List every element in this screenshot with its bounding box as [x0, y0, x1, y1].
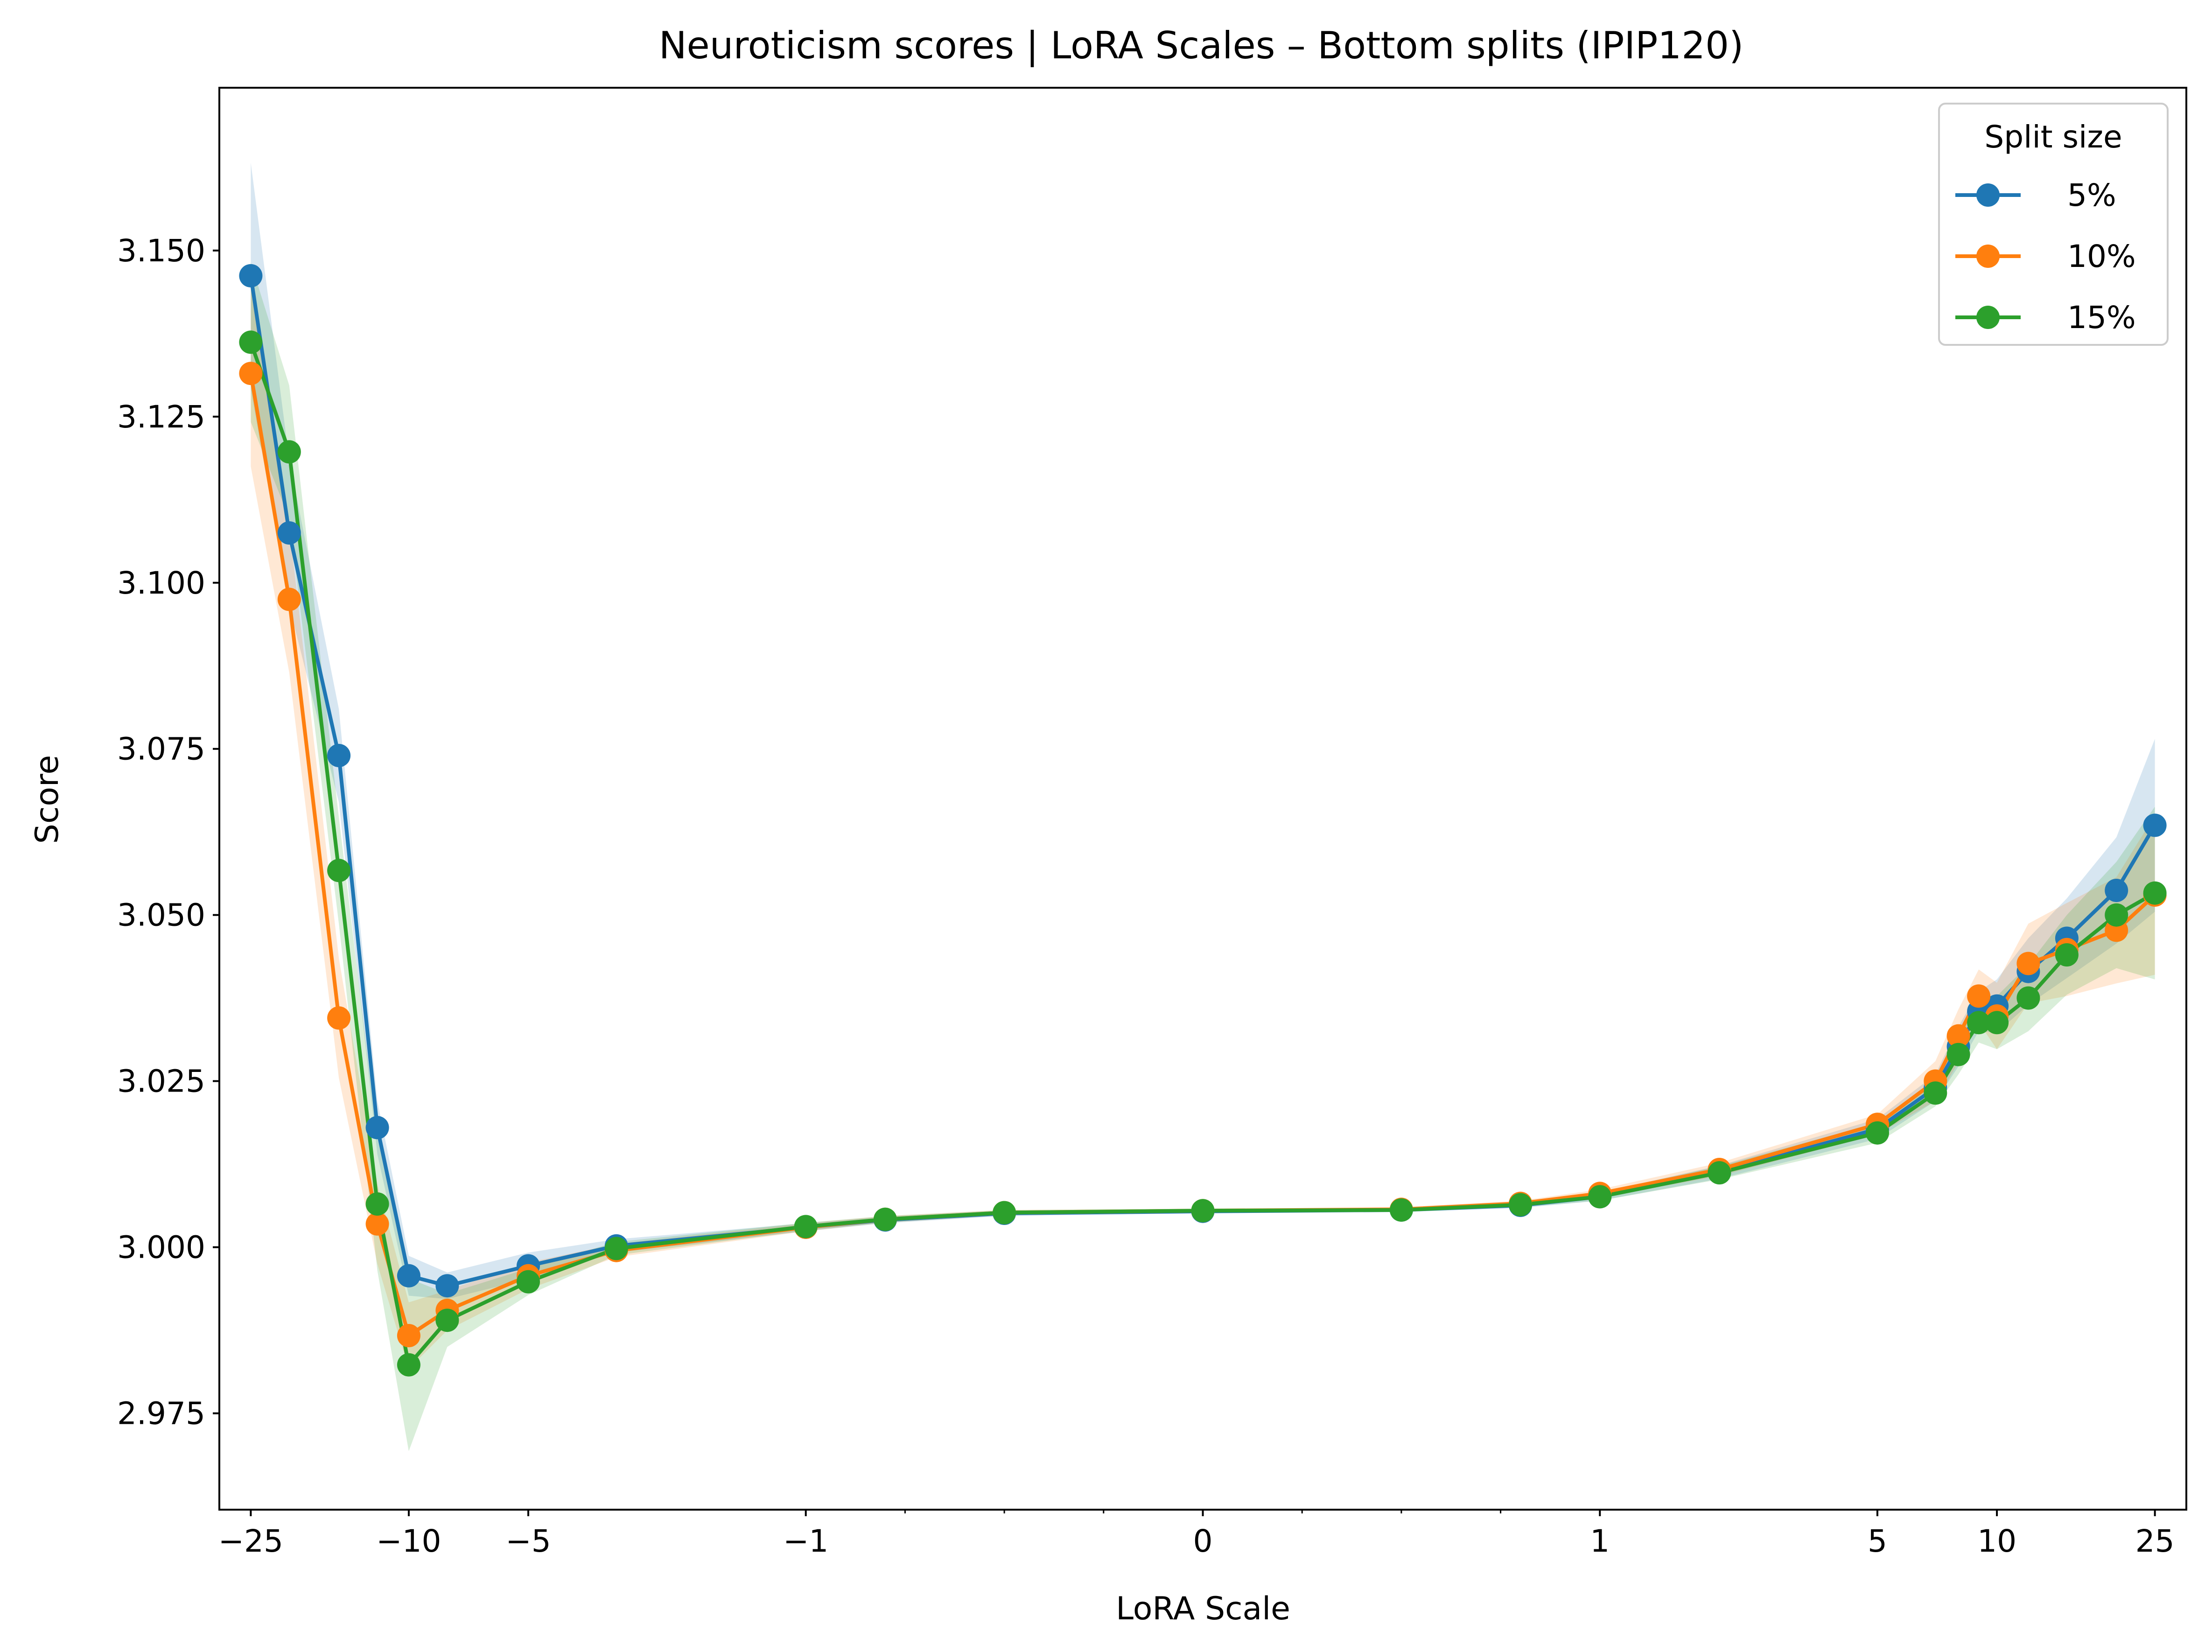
x-axis-label: LoRA Scale	[1116, 1590, 1290, 1627]
data-point	[239, 362, 263, 385]
data-point	[1924, 1081, 1947, 1105]
data-point	[1946, 1024, 1970, 1048]
data-point	[794, 1215, 818, 1239]
data-point	[365, 1116, 389, 1140]
x-axis-ticks: −25 −10 −5 −1 0 1 5 10 25	[218, 1510, 2175, 1559]
y-tick-label: 3.000	[117, 1230, 205, 1266]
x-tick-label: 0	[1193, 1523, 1213, 1559]
data-point	[1191, 1199, 1215, 1223]
y-tick-label: 3.150	[117, 233, 205, 269]
y-tick-label: 3.100	[117, 565, 205, 601]
data-point	[873, 1207, 897, 1231]
x-tick-label: −1	[783, 1523, 828, 1559]
data-point	[2143, 881, 2167, 905]
data-point	[1985, 1011, 2009, 1035]
x-tick-label: 25	[2135, 1523, 2175, 1559]
legend-label: 10%	[2067, 238, 2136, 274]
data-point	[365, 1192, 389, 1216]
legend-marker	[1976, 245, 2000, 268]
data-point	[2143, 813, 2167, 837]
legend-label: 15%	[2067, 300, 2136, 336]
data-point	[435, 1309, 459, 1332]
y-axis-ticks: 2.975 3.000 3.025 3.050 3.075 3.100 3.125 3.150	[117, 233, 219, 1432]
x-tick-label: 1	[1590, 1523, 1610, 1559]
data-point	[365, 1212, 389, 1236]
data-point	[1946, 1043, 1970, 1066]
data-point	[327, 1006, 351, 1030]
data-point	[2055, 943, 2079, 967]
confidence-band	[251, 262, 2155, 1451]
data-point	[239, 330, 263, 354]
y-tick-label: 3.025	[117, 1064, 205, 1099]
data-point	[517, 1270, 540, 1294]
y-tick-label: 3.125	[117, 399, 205, 435]
x-tick-label: −5	[505, 1523, 551, 1559]
data-point	[277, 440, 301, 464]
y-tick-label: 2.975	[117, 1396, 205, 1432]
y-tick-label: 3.075	[117, 731, 205, 767]
data-point	[1389, 1198, 1413, 1222]
data-point	[1967, 984, 1991, 1008]
data-point	[1708, 1161, 1731, 1185]
x-tick-label: −25	[218, 1523, 283, 1559]
legend: Split size 5% 10% 15%	[1938, 103, 2169, 346]
confidence-bands	[251, 162, 2155, 1451]
data-point	[2016, 952, 2040, 975]
legend-entries: 5% 10% 15%	[1955, 177, 2136, 336]
data-point	[397, 1353, 420, 1377]
data-point	[2105, 879, 2128, 902]
data-point	[435, 1274, 459, 1298]
data-point	[277, 588, 301, 611]
legend-marker	[1976, 183, 2000, 207]
data-point	[604, 1237, 628, 1260]
data-point	[327, 859, 351, 882]
legend-box	[1938, 103, 2169, 346]
legend-marker	[1976, 306, 2000, 329]
legend-label: 5%	[2067, 177, 2116, 213]
x-tick-label: 5	[1868, 1523, 1887, 1559]
data-point	[239, 264, 263, 287]
data-point	[277, 521, 301, 545]
data-point	[2016, 986, 2040, 1010]
data-point	[2105, 903, 2128, 927]
chart-title: Neuroticism scores | LoRA Scales – Botto…	[659, 24, 1744, 68]
data-point	[1509, 1193, 1533, 1217]
data-point	[1588, 1185, 1612, 1209]
x-tick-label: −10	[376, 1523, 441, 1559]
data-point	[327, 744, 351, 767]
y-tick-label: 3.050	[117, 897, 205, 933]
x-tick-label: 10	[1977, 1523, 2016, 1559]
data-point	[1967, 1011, 1991, 1035]
data-point	[397, 1324, 420, 1347]
series-markers	[239, 264, 2167, 1377]
data-point	[1866, 1121, 1889, 1145]
legend-title: Split size	[1984, 119, 2122, 155]
data-point	[993, 1201, 1016, 1225]
data-point	[397, 1264, 420, 1288]
plot-area-frame	[218, 87, 2187, 1511]
y-axis-label: Score	[29, 755, 66, 844]
